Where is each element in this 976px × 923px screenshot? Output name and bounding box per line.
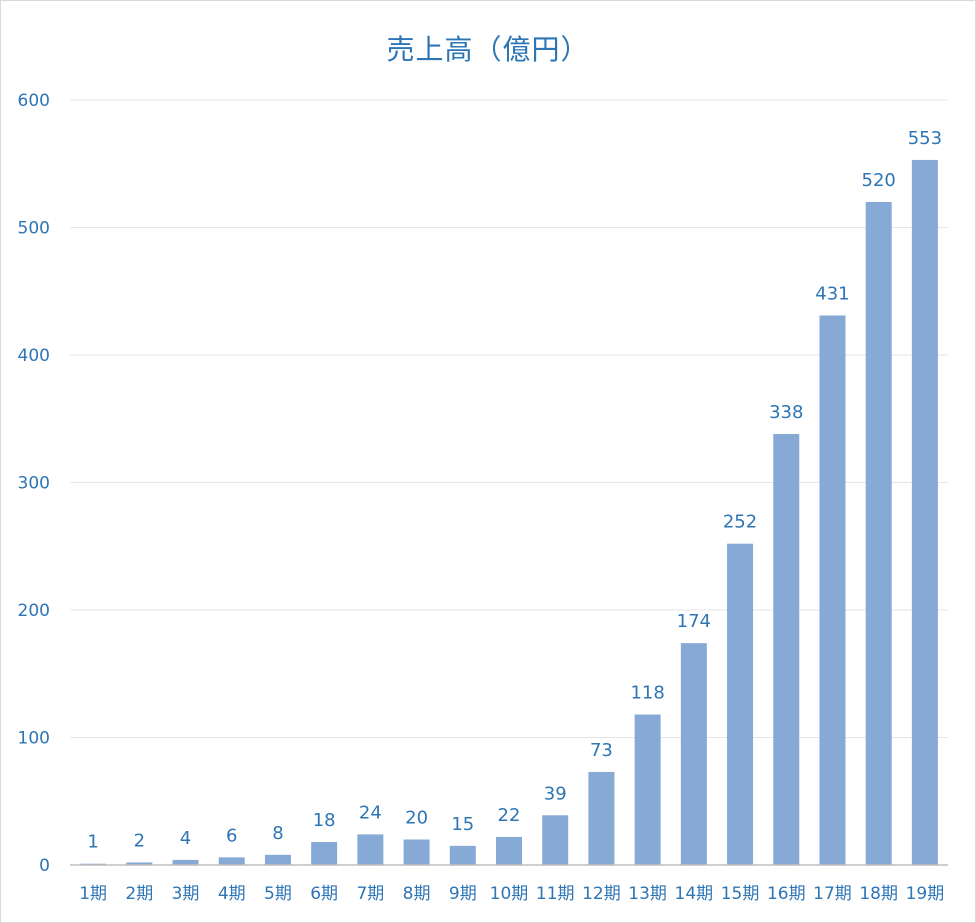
bar bbox=[126, 862, 153, 865]
y-tick-label: 500 bbox=[18, 219, 50, 239]
data-label: 24 bbox=[359, 802, 382, 823]
y-tick-label: 600 bbox=[18, 91, 50, 111]
bar bbox=[680, 643, 707, 865]
x-tick-label: 12期 bbox=[582, 884, 621, 904]
bar bbox=[264, 854, 291, 865]
x-tick-label: 13期 bbox=[628, 884, 667, 904]
bar bbox=[403, 839, 430, 865]
bar bbox=[218, 857, 245, 865]
data-label: 431 bbox=[815, 283, 849, 304]
y-tick-label: 300 bbox=[18, 474, 50, 494]
data-label: 22 bbox=[498, 805, 521, 826]
x-tick-label: 19期 bbox=[906, 884, 945, 904]
bar bbox=[542, 815, 569, 865]
x-tick-label: 4期 bbox=[218, 884, 246, 904]
bar bbox=[449, 845, 476, 865]
x-tick-label: 11期 bbox=[536, 884, 575, 904]
data-label: 20 bbox=[405, 808, 428, 829]
data-label: 174 bbox=[677, 611, 711, 632]
x-tick-label: 8期 bbox=[403, 884, 431, 904]
x-tick-label: 17期 bbox=[813, 884, 852, 904]
bar bbox=[357, 834, 384, 865]
data-label: 15 bbox=[451, 814, 474, 835]
bar bbox=[773, 434, 800, 865]
x-tick-label: 6期 bbox=[310, 884, 338, 904]
data-label: 520 bbox=[862, 170, 896, 191]
data-label: 1 bbox=[87, 832, 98, 853]
x-tick-label: 18期 bbox=[859, 884, 898, 904]
data-label: 39 bbox=[544, 783, 567, 804]
x-tick-label: 3期 bbox=[172, 884, 200, 904]
x-tick-label: 2期 bbox=[125, 884, 153, 904]
data-label: 6 bbox=[226, 825, 237, 846]
y-tick-label: 100 bbox=[18, 729, 50, 749]
bar bbox=[588, 771, 615, 865]
data-label: 4 bbox=[180, 828, 191, 849]
data-label: 73 bbox=[590, 740, 613, 761]
gridlines bbox=[70, 99, 948, 738]
y-tick-label: 200 bbox=[18, 601, 50, 621]
x-tick-label: 10期 bbox=[490, 884, 529, 904]
bar bbox=[311, 842, 338, 865]
y-axis-ticks: 0 100 200 300 400 500 600 bbox=[18, 91, 50, 876]
bar bbox=[172, 859, 199, 865]
bar bbox=[819, 315, 846, 866]
data-label: 2 bbox=[134, 830, 145, 851]
bar bbox=[865, 202, 892, 865]
x-tick-label: 7期 bbox=[356, 884, 384, 904]
bar bbox=[727, 543, 754, 865]
bar bbox=[911, 159, 938, 866]
y-tick-label: 0 bbox=[39, 856, 50, 876]
x-tick-label: 1期 bbox=[79, 884, 107, 904]
x-tick-label: 15期 bbox=[721, 884, 760, 904]
bar bbox=[496, 836, 522, 865]
x-tick-label: 9期 bbox=[449, 884, 477, 904]
x-tick-label: 14期 bbox=[675, 884, 714, 904]
bars bbox=[80, 159, 938, 866]
data-label: 18 bbox=[313, 810, 336, 831]
x-tick-label: 16期 bbox=[767, 884, 806, 904]
bar bbox=[634, 714, 661, 865]
x-tick-label: 5期 bbox=[264, 884, 292, 904]
y-tick-label: 400 bbox=[18, 346, 50, 366]
chart-title: 売上高（億円） bbox=[386, 33, 590, 66]
data-label: 338 bbox=[769, 402, 803, 423]
data-label: 553 bbox=[908, 128, 942, 149]
data-label: 8 bbox=[272, 823, 283, 844]
x-axis-labels: 1期 2期 3期 4期 5期 6期 7期 8期 9期 10期 11期 12期 13期 14期 15期 16期 1… bbox=[79, 884, 944, 904]
data-label: 118 bbox=[630, 683, 664, 704]
data-label: 252 bbox=[723, 512, 757, 533]
